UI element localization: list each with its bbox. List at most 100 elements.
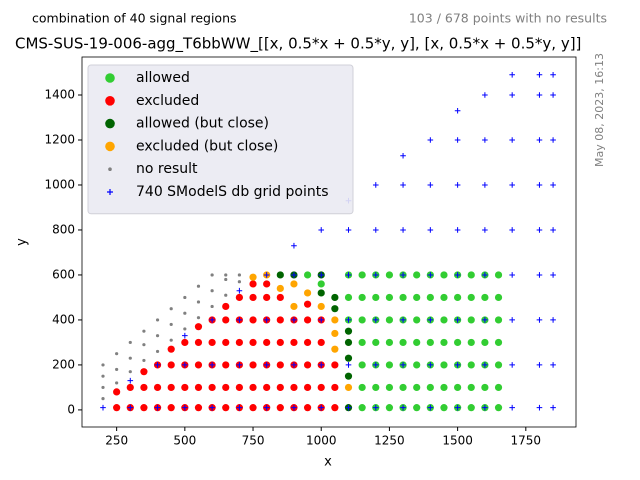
point xyxy=(344,327,353,335)
x-tick-label: 1750 xyxy=(511,434,542,448)
point xyxy=(467,383,475,392)
grid-point xyxy=(482,227,488,233)
y-tick-label: 0 xyxy=(67,402,75,416)
point xyxy=(426,383,434,392)
point xyxy=(331,404,339,412)
grid-point xyxy=(536,92,543,98)
point xyxy=(494,361,503,369)
grid-point xyxy=(550,182,556,188)
point xyxy=(224,277,228,282)
point xyxy=(358,316,366,324)
point xyxy=(331,316,339,324)
y-tick-label: 1400 xyxy=(44,88,75,102)
grid-point xyxy=(427,362,434,368)
point xyxy=(303,338,312,347)
grid-point xyxy=(400,272,406,278)
point xyxy=(317,338,325,347)
grid-point xyxy=(400,404,406,411)
grid-point xyxy=(209,317,215,323)
point xyxy=(303,271,312,279)
grid-point xyxy=(182,362,188,368)
point xyxy=(358,293,366,302)
grid-point xyxy=(550,404,556,411)
point xyxy=(331,383,339,392)
point xyxy=(440,271,448,279)
legend-marker xyxy=(108,167,112,171)
grid-point xyxy=(482,137,488,143)
legend-label: excluded xyxy=(136,93,199,109)
grid-point xyxy=(509,92,515,98)
point xyxy=(276,316,284,324)
point xyxy=(290,302,298,311)
point xyxy=(276,404,284,412)
grid-point xyxy=(291,362,297,368)
point xyxy=(454,383,462,392)
point xyxy=(183,295,187,300)
point xyxy=(263,338,271,347)
point xyxy=(385,293,394,302)
point xyxy=(263,383,271,392)
legend-label: excluded (but close) xyxy=(136,138,278,154)
legend-label: 740 SModelS db grid points xyxy=(136,184,329,200)
grid-point xyxy=(291,404,297,411)
point xyxy=(142,343,146,347)
point xyxy=(249,361,257,369)
legend-marker xyxy=(107,189,113,195)
point xyxy=(194,323,203,331)
legend-label: allowed (but close) xyxy=(136,116,269,132)
point xyxy=(372,338,380,347)
point xyxy=(101,397,105,401)
grid-point xyxy=(318,227,325,233)
point xyxy=(440,338,448,347)
point xyxy=(183,311,187,315)
grid-point xyxy=(509,404,515,411)
point xyxy=(194,361,203,369)
point xyxy=(210,273,214,277)
grid-point xyxy=(263,362,270,368)
point xyxy=(237,273,241,277)
point xyxy=(101,374,105,378)
y-tick-label: 200 xyxy=(52,357,75,371)
point xyxy=(249,273,257,281)
point xyxy=(290,338,298,347)
point xyxy=(208,338,216,347)
point xyxy=(101,385,105,390)
grid-point xyxy=(509,272,515,278)
point xyxy=(155,318,160,322)
point xyxy=(440,383,448,392)
point xyxy=(331,345,339,353)
point xyxy=(385,404,394,412)
grid-point xyxy=(291,317,297,323)
point xyxy=(290,280,298,288)
point xyxy=(224,273,228,277)
grid-point xyxy=(427,272,434,278)
point xyxy=(481,383,489,392)
point xyxy=(140,404,148,412)
point xyxy=(413,338,421,347)
point xyxy=(494,271,503,279)
point xyxy=(142,329,146,333)
grid-point xyxy=(263,317,270,323)
point xyxy=(167,383,175,392)
point xyxy=(440,293,448,302)
grid-point xyxy=(372,362,379,368)
point xyxy=(399,293,407,302)
point xyxy=(317,383,325,392)
grid-point xyxy=(318,362,325,368)
point xyxy=(196,284,201,288)
subtitle-right: 103 / 678 points with no results xyxy=(409,11,607,26)
point xyxy=(210,289,214,293)
point xyxy=(331,305,339,313)
grid-point xyxy=(550,317,556,323)
point xyxy=(454,293,462,302)
x-tick-label: 1000 xyxy=(306,434,337,448)
grid-point xyxy=(291,242,297,249)
point xyxy=(194,404,203,412)
point xyxy=(142,358,146,363)
point xyxy=(358,271,366,279)
point xyxy=(235,338,243,347)
point xyxy=(115,381,119,385)
point xyxy=(317,280,325,288)
point xyxy=(155,349,160,354)
point xyxy=(303,300,312,308)
